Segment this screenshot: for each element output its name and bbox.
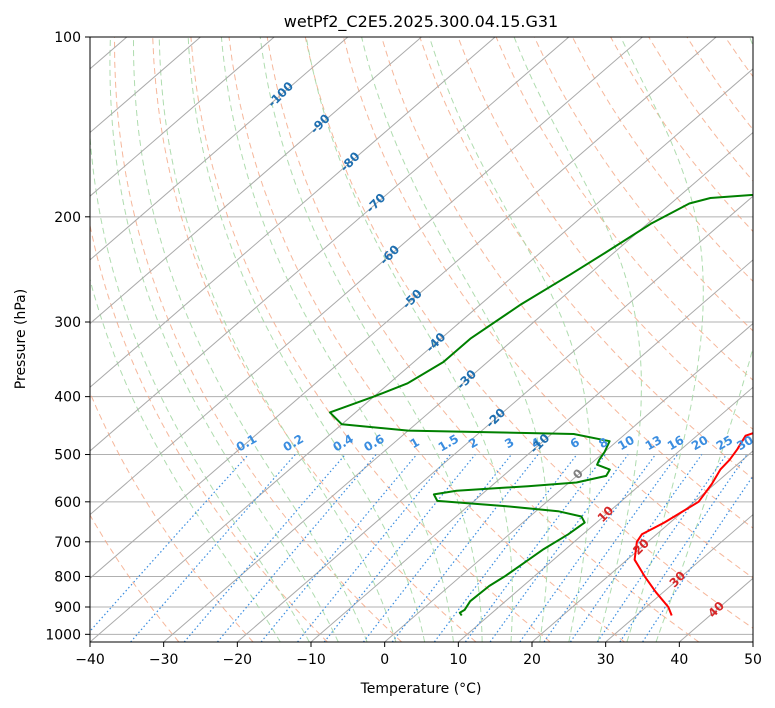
dry-adiabat	[90, 514, 180, 642]
isotherm-line	[237, 195, 753, 642]
x-axis-ticks: −40 −30 −20 −10 0 10 20 30 40 50	[75, 642, 762, 668]
y-tick-label: 100	[54, 30, 81, 46]
isotherm-line	[90, 68, 753, 642]
moist-adiabat	[133, 37, 368, 642]
y-tick-label: 500	[54, 448, 81, 464]
isotherm-line	[90, 37, 570, 452]
isotherm-line	[90, 37, 275, 197]
dry-adiabat	[114, 37, 403, 642]
x-tick-label: −30	[149, 652, 179, 668]
isotherm-line	[458, 386, 753, 642]
mixing-ratio-line	[362, 454, 512, 642]
isotherm-line	[90, 37, 422, 325]
moist-adiabat	[109, 37, 339, 642]
y-axis-label: Pressure (hPa)	[13, 289, 29, 389]
plot-frame	[89, 36, 754, 643]
mixing-ratio-line	[619, 454, 748, 642]
mixing-ratio-line	[130, 454, 296, 642]
dry-adiabat	[152, 37, 477, 642]
mixing-ratio-line	[642, 475, 753, 642]
x-axis-label: Temperature (°C)	[360, 681, 482, 697]
x-tick-label: −10	[296, 652, 326, 668]
mixing-ratio-line	[489, 454, 629, 642]
isotherm-line	[531, 450, 753, 642]
dry-adiabat	[381, 37, 753, 529]
mixing-ratio-line	[260, 454, 418, 642]
isotherm-line	[752, 641, 753, 642]
temperature-profile	[633, 432, 753, 616]
y-tick-label: 800	[54, 569, 81, 585]
moist-adiabat	[620, 37, 704, 642]
x-tick-label: 20	[523, 652, 541, 668]
isotherm-line	[163, 131, 753, 642]
x-tick-label: 10	[449, 652, 467, 668]
isotherm-line	[90, 37, 349, 261]
y-axis-ticks: 100 200 300 400 500 600 700 800 900 1000	[45, 30, 90, 643]
moist-adiabat	[428, 37, 591, 642]
dewpoint-profile	[328, 193, 753, 617]
moist-adiabat	[259, 37, 483, 642]
x-tick-label: 50	[744, 652, 762, 668]
moist-adiabat	[90, 130, 310, 642]
plot-area: 0.1 0.2 0.4 0.6 1 1.5 2 3 4 6 8 10 13 16 20 25 30-100-90…	[89, 36, 775, 643]
plot-background	[90, 37, 753, 642]
x-tick-label: 40	[670, 652, 688, 668]
moist-adiabat	[361, 37, 549, 642]
moist-adiabat	[187, 37, 426, 642]
mixing-ratio-line	[519, 454, 656, 642]
mixing-ratio-line	[391, 454, 539, 642]
isotherm-line	[605, 513, 753, 642]
moist-adiabat	[305, 37, 513, 642]
dry-adiabat	[495, 37, 753, 381]
dry-adiabat	[304, 37, 753, 629]
dry-adiabat	[763, 37, 775, 642]
plot-layer	[90, 37, 775, 642]
dry-adiabat	[190, 37, 551, 642]
moist-adiabat	[158, 37, 397, 642]
y-tick-label: 300	[54, 315, 81, 331]
mixing-ratio-line	[596, 454, 727, 642]
y-tick-label: 1000	[45, 627, 81, 643]
isotherm-line	[90, 37, 717, 579]
x-tick-label: −40	[75, 652, 105, 668]
x-tick-label: 0	[380, 652, 389, 668]
y-tick-label: 700	[54, 535, 81, 551]
x-tick-label: 30	[597, 652, 615, 668]
dry-adiabat	[343, 37, 753, 579]
mixing-ratio-line	[543, 454, 679, 642]
isotherm-line	[310, 259, 753, 642]
isotherm-line	[90, 37, 496, 388]
dry-adiabat	[571, 37, 753, 283]
isotherm-line	[384, 322, 753, 642]
isotherm-line	[90, 37, 643, 516]
mixing-ratio-line	[464, 454, 606, 642]
y-tick-label: 200	[54, 210, 81, 226]
mixing-ratio-line	[569, 454, 703, 642]
mixing-ratio-line	[216, 454, 377, 642]
y-tick-label: 900	[54, 600, 81, 616]
dry-adiabat	[90, 222, 328, 642]
mixing-ratio-line	[183, 454, 346, 642]
y-tick-label: 400	[54, 390, 81, 406]
dry-adiabat	[533, 37, 753, 332]
dry-adiabat	[90, 391, 254, 642]
y-tick-label: 600	[54, 495, 81, 511]
dry-adiabat	[457, 37, 753, 430]
x-tick-label: −20	[223, 652, 253, 668]
chart-title: wetPf2_C2E5.2025.300.04.15.G31	[284, 12, 558, 32]
moist-adiabat	[513, 37, 642, 642]
mixing-ratio-line	[433, 454, 578, 642]
